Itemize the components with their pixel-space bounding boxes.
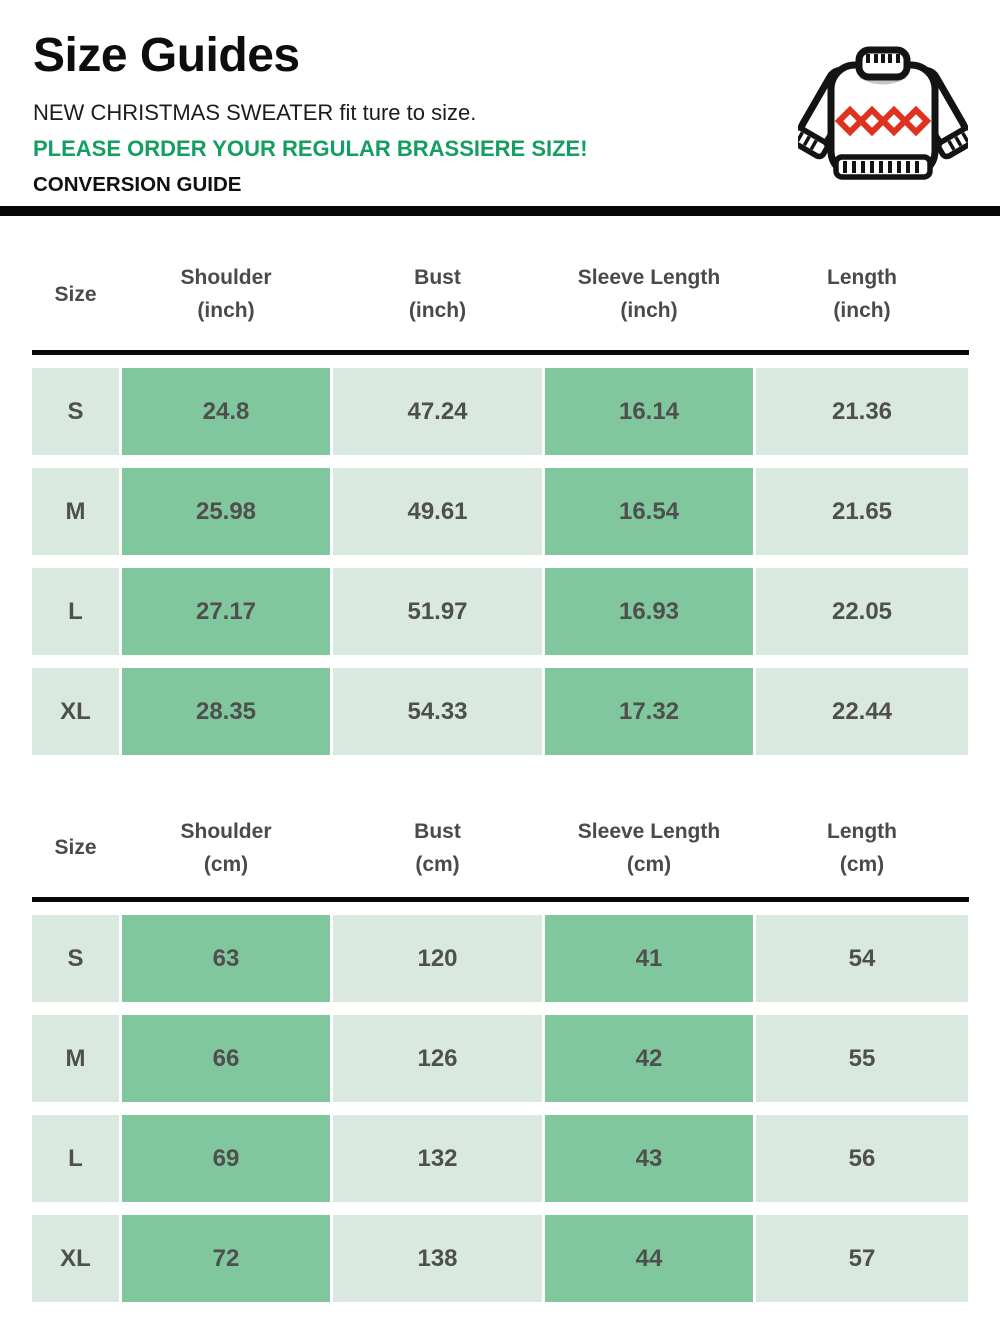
size-table-cm: Size Shoulder (cm) Bust (cm) Sleeve Leng… [32,800,969,1302]
col-unit: (inch) [197,299,255,322]
value-cell-length: 56 [756,1115,968,1202]
page-title: Size Guides [33,29,300,82]
table-row-l: L 27.17 51.97 16.93 22.05 [32,568,969,655]
col-unit: (cm) [203,852,249,876]
value-cell-bust: 47.24 [333,368,542,455]
col-label: Length [827,266,897,290]
col-unit: (inch) [408,299,467,322]
col-header-bust: Bust (cm) [333,816,542,881]
value-cell-shoulder: 63 [122,915,330,1002]
col-label: Length [827,819,897,843]
sweater-icon [788,45,978,195]
value-cell-length: 55 [756,1015,968,1102]
diamond-pattern [834,105,932,137]
value-cell-shoulder: 27.17 [122,568,330,655]
value-cell-shoulder: 28.35 [122,668,330,755]
value-cell-sleeve-length: 17.32 [545,668,753,755]
tables-area: Size Shoulder (inch) Bust (inch) Sleeve … [32,240,969,1302]
value-cell-shoulder: 69 [122,1115,330,1202]
size-cell: S [32,915,119,1002]
size-cell: L [32,568,119,655]
size-cell: M [32,468,119,555]
value-cell-bust: 126 [333,1015,542,1102]
value-cell-length: 21.65 [756,468,968,555]
value-cell-length: 22.44 [756,668,968,755]
value-cell-shoulder: 66 [122,1015,330,1102]
size-cell: M [32,1015,119,1102]
header-divider [0,206,1000,216]
value-cell-sleeve-length: 16.54 [545,468,753,555]
col-unit: (cm) [839,852,885,876]
col-header-shoulder: Shoulder (cm) [122,816,330,881]
header-rule [32,350,969,355]
col-label: Sleeve Length [577,819,721,843]
value-cell-sleeve-length: 16.93 [545,568,753,655]
header-rule [32,897,969,902]
col-label: Bust [414,819,461,843]
col-label: Size [54,836,97,860]
table-header-row: Size Shoulder (inch) Bust (inch) Sleeve … [32,240,969,350]
value-cell-length: 54 [756,915,968,1002]
col-header-sleeve-length: Sleeve Length (cm) [545,816,753,881]
order-notice: PLEASE ORDER YOUR REGULAR BRASSIERE SIZE… [33,136,588,162]
col-label: Bust [414,266,461,290]
conversion-guide-label: CONVERSION GUIDE [33,172,242,196]
col-unit: (inch) [833,299,891,322]
col-unit: (inch) [620,299,678,322]
fit-subtitle: NEW CHRISTMAS SWEATER fit ture to size. [33,99,477,125]
value-cell-shoulder: 24.8 [122,368,330,455]
value-cell-length: 57 [756,1215,968,1302]
value-cell-bust: 120 [333,915,542,1002]
value-cell-sleeve-length: 44 [545,1215,753,1302]
table-row-m: M 25.98 49.61 16.54 21.65 [32,468,969,555]
table-row-xl: XL 28.35 54.33 17.32 22.44 [32,668,969,755]
col-header-shoulder: Shoulder (inch) [122,262,330,327]
page-header: Size Guides NEW CHRISTMAS SWEATER fit tu… [33,29,793,197]
value-cell-bust: 54.33 [333,668,542,755]
value-cell-sleeve-length: 43 [545,1115,753,1202]
col-label: Sleeve Length [577,266,721,290]
size-cell: XL [32,668,119,755]
col-header-length: Length (inch) [756,262,968,327]
col-header-bust: Bust (inch) [333,262,542,327]
table-row-m: M 66 126 42 55 [32,1015,969,1102]
value-cell-length: 21.36 [756,368,968,455]
value-cell-shoulder: 25.98 [122,468,330,555]
table-row-xl: XL 72 138 44 57 [32,1215,969,1302]
col-unit: (cm) [626,852,672,876]
value-cell-bust: 51.97 [333,568,542,655]
size-cell: XL [32,1215,119,1302]
table-row-s: S 24.8 47.24 16.14 21.36 [32,368,969,455]
col-label: Shoulder [180,266,272,290]
size-cell: S [32,368,119,455]
value-cell-shoulder: 72 [122,1215,330,1302]
value-cell-bust: 49.61 [333,468,542,555]
table-row-s: S 63 120 41 54 [32,915,969,1002]
col-header-length: Length (cm) [756,816,968,881]
col-header-size: Size [32,279,119,312]
col-header-size: Size [32,832,119,865]
table-row-l: L 69 132 43 56 [32,1115,969,1202]
size-cell: L [32,1115,119,1202]
value-cell-bust: 138 [333,1215,542,1302]
value-cell-bust: 132 [333,1115,542,1202]
value-cell-sleeve-length: 41 [545,915,753,1002]
value-cell-sleeve-length: 42 [545,1015,753,1102]
col-label: Size [54,282,97,306]
value-cell-sleeve-length: 16.14 [545,368,753,455]
col-unit: (cm) [415,852,460,876]
table-header-row: Size Shoulder (cm) Bust (cm) Sleeve Leng… [32,800,969,897]
value-cell-length: 22.05 [756,568,968,655]
col-header-sleeve-length: Sleeve Length (inch) [545,262,753,327]
col-label: Shoulder [180,819,272,843]
size-table-inch: Size Shoulder (inch) Bust (inch) Sleeve … [32,240,969,755]
